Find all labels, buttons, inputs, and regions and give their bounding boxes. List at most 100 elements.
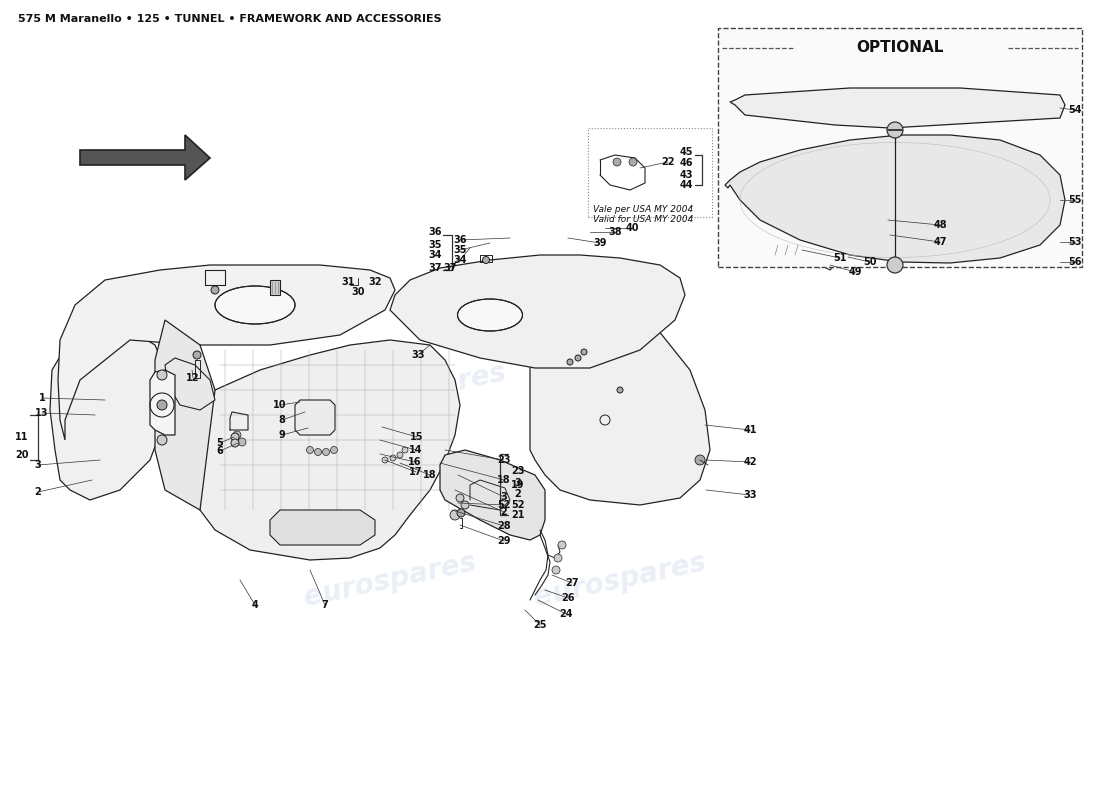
Circle shape [887, 257, 903, 273]
Text: 25: 25 [534, 620, 547, 630]
Circle shape [322, 449, 330, 455]
Text: 51: 51 [834, 253, 847, 263]
Text: 45: 45 [680, 147, 693, 157]
Circle shape [402, 447, 408, 453]
Text: eurospares: eurospares [531, 548, 708, 612]
Circle shape [554, 554, 562, 562]
Text: 36: 36 [453, 235, 466, 245]
Text: 33: 33 [411, 350, 425, 360]
Polygon shape [838, 250, 853, 260]
Text: Vale per USA MY 2004: Vale per USA MY 2004 [593, 205, 693, 214]
Circle shape [552, 566, 560, 574]
Circle shape [461, 501, 469, 509]
Circle shape [456, 494, 464, 502]
Text: 34: 34 [428, 250, 442, 260]
Polygon shape [270, 280, 280, 295]
Text: 3: 3 [500, 492, 507, 502]
Text: 29: 29 [497, 536, 510, 546]
Text: 30: 30 [351, 287, 365, 297]
Polygon shape [750, 188, 890, 255]
Text: 46: 46 [680, 158, 693, 168]
Text: 2: 2 [515, 489, 521, 499]
Circle shape [330, 446, 338, 454]
Text: 34: 34 [453, 255, 466, 265]
Text: 2: 2 [500, 507, 507, 517]
Circle shape [211, 286, 219, 294]
Polygon shape [295, 400, 336, 435]
Polygon shape [730, 88, 1065, 128]
Circle shape [575, 355, 581, 361]
Text: 18: 18 [497, 475, 510, 485]
Text: 41: 41 [744, 425, 757, 435]
Polygon shape [58, 265, 395, 440]
Text: 50: 50 [864, 257, 877, 267]
Text: 4: 4 [252, 600, 258, 610]
Polygon shape [165, 358, 214, 410]
Circle shape [558, 541, 566, 549]
Circle shape [764, 165, 776, 175]
Text: 17: 17 [409, 467, 422, 477]
Text: 49: 49 [848, 267, 861, 277]
Circle shape [192, 351, 201, 359]
Ellipse shape [458, 299, 522, 331]
Text: 32: 32 [368, 277, 382, 287]
Text: 48: 48 [933, 220, 947, 230]
Text: 10: 10 [273, 400, 287, 410]
Circle shape [581, 349, 587, 355]
Text: Valid for USA MY 2004: Valid for USA MY 2004 [593, 215, 693, 224]
Text: 37: 37 [443, 263, 456, 273]
Polygon shape [725, 135, 1065, 263]
Text: 54: 54 [1068, 105, 1081, 115]
Circle shape [157, 435, 167, 445]
Text: 23: 23 [497, 455, 510, 465]
Circle shape [157, 370, 167, 380]
Polygon shape [390, 255, 685, 368]
Polygon shape [530, 295, 710, 505]
Polygon shape [752, 178, 895, 190]
Text: 53: 53 [1068, 237, 1081, 247]
Circle shape [315, 449, 321, 455]
Text: 37: 37 [428, 263, 442, 273]
Polygon shape [80, 135, 210, 180]
Circle shape [382, 457, 388, 463]
Polygon shape [770, 228, 810, 258]
Text: 40: 40 [625, 223, 639, 233]
Text: 56: 56 [1068, 257, 1081, 267]
Polygon shape [200, 340, 460, 560]
Text: 19: 19 [512, 480, 525, 490]
Text: 28: 28 [497, 521, 510, 531]
Text: 44: 44 [680, 180, 693, 190]
Circle shape [233, 431, 241, 439]
Text: OPTIONAL: OPTIONAL [856, 41, 944, 55]
Text: 47: 47 [933, 237, 947, 247]
Text: 52: 52 [497, 500, 510, 510]
Text: eurospares: eurospares [97, 298, 274, 362]
Text: eurospares: eurospares [301, 548, 478, 612]
Circle shape [837, 162, 843, 168]
Circle shape [566, 359, 573, 365]
Circle shape [483, 257, 490, 263]
Text: 13: 13 [35, 408, 48, 418]
Text: 43: 43 [680, 170, 693, 180]
Text: 23: 23 [512, 466, 525, 476]
Polygon shape [440, 450, 544, 540]
Text: 52: 52 [512, 500, 525, 510]
Circle shape [767, 167, 773, 173]
Text: 16: 16 [408, 457, 421, 467]
Polygon shape [155, 320, 214, 510]
FancyBboxPatch shape [718, 28, 1082, 267]
Text: 36: 36 [428, 227, 442, 237]
Circle shape [613, 158, 621, 166]
Text: eurospares: eurospares [331, 358, 508, 422]
Text: 27: 27 [565, 578, 579, 588]
Polygon shape [150, 370, 175, 435]
Text: 55: 55 [1068, 195, 1081, 205]
Circle shape [157, 400, 167, 410]
Polygon shape [50, 320, 170, 500]
Text: 42: 42 [744, 457, 757, 467]
Text: 5: 5 [217, 438, 223, 448]
Text: 31: 31 [341, 277, 354, 287]
Text: 38: 38 [608, 227, 622, 237]
Polygon shape [270, 510, 375, 545]
Text: 3: 3 [515, 478, 521, 488]
